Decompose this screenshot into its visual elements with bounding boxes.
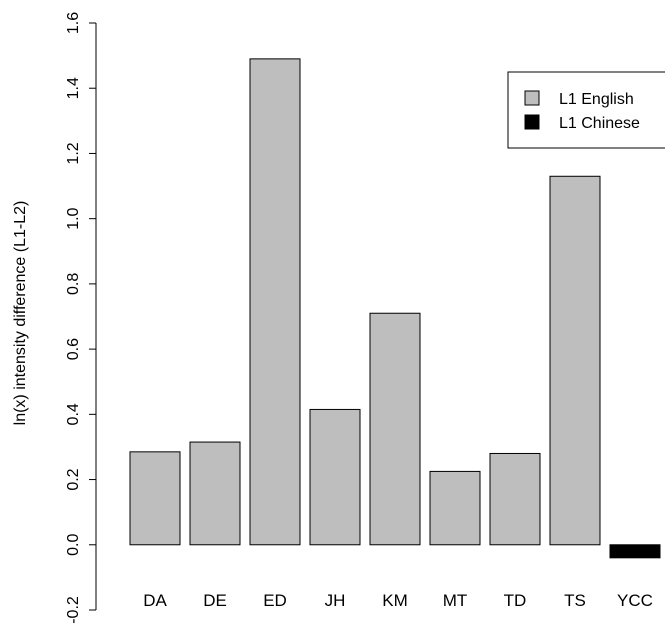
category-label: TS (564, 591, 586, 610)
category-label: MT (443, 591, 468, 610)
y-tick-label: 1.4 (65, 77, 82, 99)
category-label: TD (504, 591, 527, 610)
legend-swatch (524, 90, 540, 106)
y-tick-label: 0.6 (65, 338, 82, 360)
y-tick-label: -0.2 (65, 596, 82, 624)
legend-swatch (524, 114, 540, 130)
category-label: JH (325, 591, 346, 610)
y-tick-label: 0.0 (65, 534, 82, 556)
bars (129, 58, 661, 559)
bar-td (489, 452, 541, 546)
y-tick-label: 1.6 (65, 12, 82, 34)
y-tick-label: 0.4 (65, 403, 82, 425)
y-axis: -0.2 0.0 0.2 0.4 0.6 0.8 1.0 1.2 1.4 1.6 (65, 12, 97, 624)
bar-km (369, 312, 421, 546)
legend: L1 English L1 Chinese (507, 71, 665, 149)
bar-de (189, 441, 241, 546)
y-tick-label: 1.2 (65, 142, 82, 164)
y-axis-title: ln(x) intensity difference (L1-L2) (12, 201, 29, 426)
category-label: DA (143, 591, 167, 610)
y-tick-label: 1.0 (65, 207, 82, 229)
bar-ts (549, 175, 601, 546)
category-label: DE (203, 591, 227, 610)
legend-box (507, 71, 665, 149)
bar-da (129, 451, 181, 546)
y-tick-label: 0.8 (65, 273, 82, 295)
category-label: YCC (617, 591, 653, 610)
legend-label: L1 English (559, 91, 634, 108)
bar-ed (249, 58, 301, 546)
legend-label: L1 Chinese (559, 115, 640, 132)
category-label: ED (263, 591, 287, 610)
bar-jh (309, 408, 361, 546)
category-labels: DA DE ED JH KM MT TD TS YCC (143, 591, 653, 610)
bar-mt (429, 470, 481, 546)
category-label: KM (382, 591, 408, 610)
y-tick-label: 0.2 (65, 468, 82, 490)
bar-ycc (609, 544, 661, 559)
